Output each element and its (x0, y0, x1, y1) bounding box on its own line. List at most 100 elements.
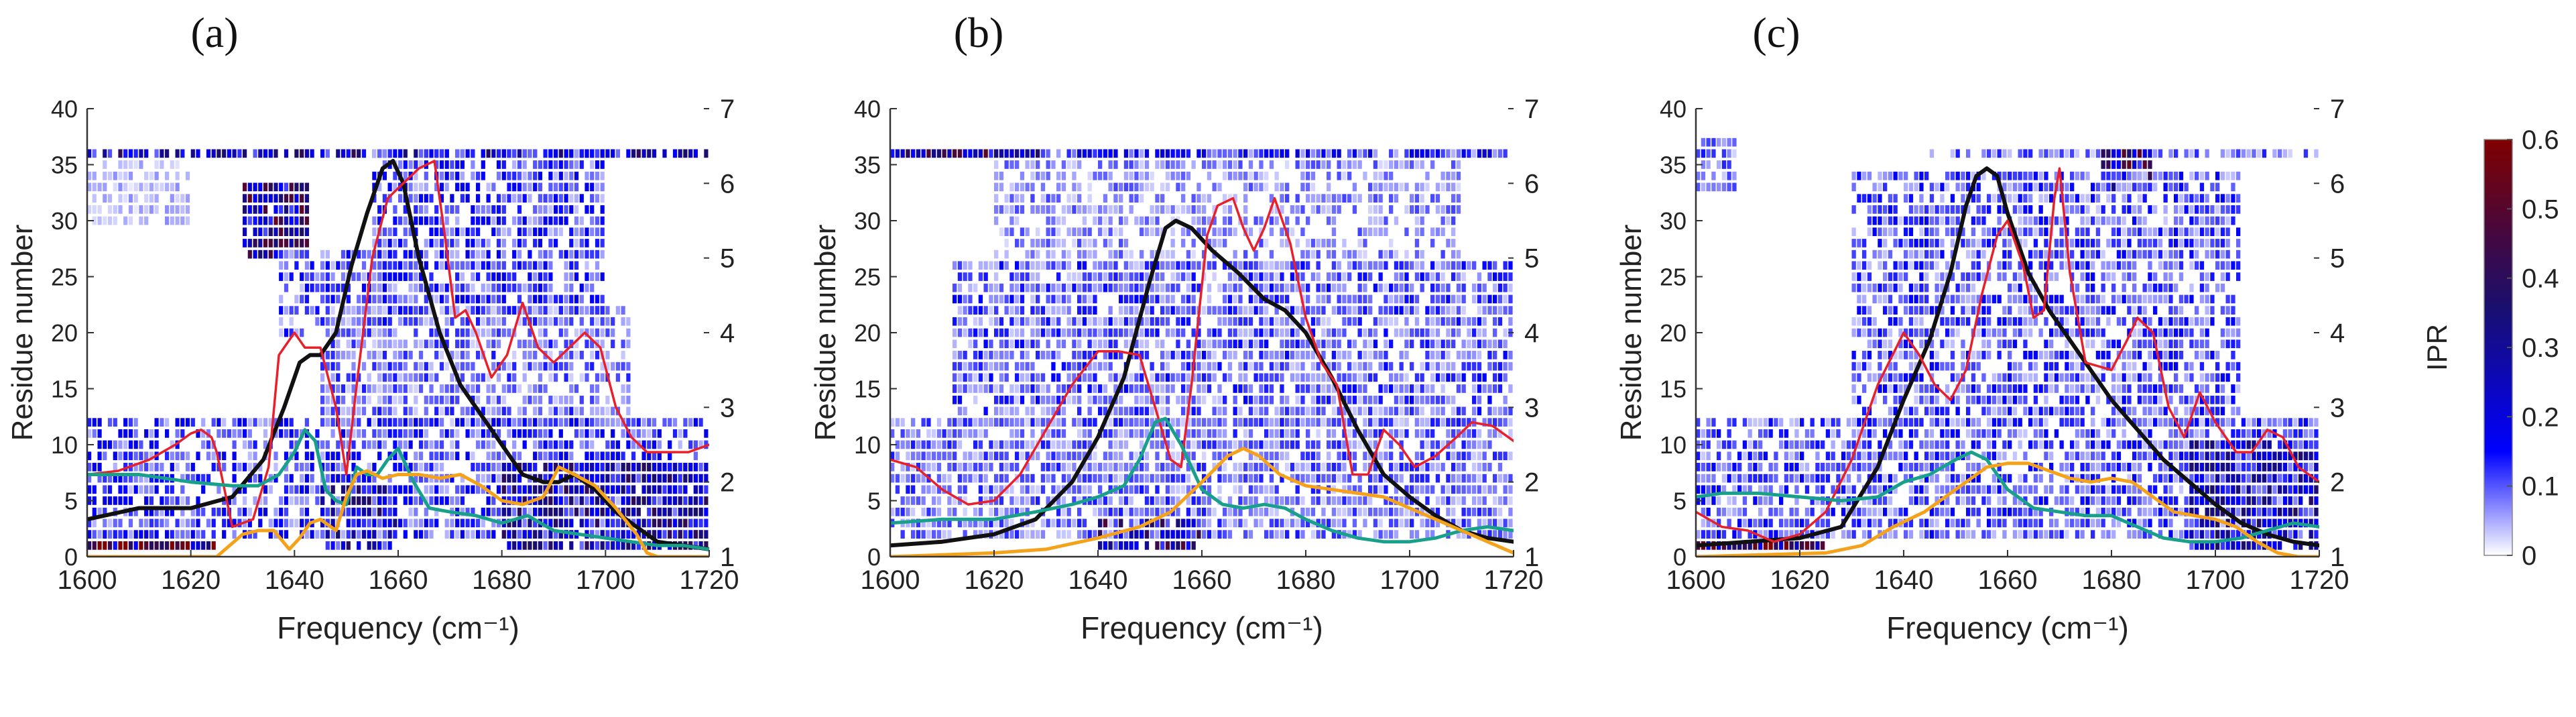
heatmap-cell (1446, 172, 1450, 180)
heatmap-cell (569, 284, 573, 292)
heatmap-cell (414, 306, 418, 315)
heatmap-cell (1202, 396, 1206, 404)
heatmap-cell (419, 317, 423, 326)
heatmap-cell (1379, 183, 1383, 192)
heatmap-cell (393, 519, 397, 528)
heatmap-cell (611, 418, 615, 427)
heatmap-cell (123, 541, 127, 550)
heatmap-cell (564, 441, 568, 449)
heatmap-cell (103, 451, 107, 460)
heatmap-cell (113, 530, 117, 539)
heatmap-cell (1363, 362, 1367, 371)
heatmap-cell (1410, 261, 1414, 270)
y2-tick-label: 4 (720, 319, 735, 348)
heatmap-cell (351, 374, 355, 382)
heatmap-cell (601, 407, 605, 416)
heatmap-cell (1238, 295, 1242, 304)
heatmap-cell (409, 407, 413, 416)
heatmap-cell (294, 217, 298, 225)
heatmap-cell (424, 339, 428, 348)
heatmap-cell (1389, 339, 1393, 348)
heatmap-cell (1046, 205, 1050, 214)
heatmap-cell (922, 418, 926, 427)
heatmap-cell (595, 172, 599, 180)
heatmap-cell (258, 250, 262, 259)
heatmap-cell (1415, 317, 1419, 326)
heatmap-cell (440, 362, 444, 371)
heatmap-cell (1140, 150, 1144, 158)
heatmap-cell (601, 150, 605, 158)
heatmap-cell (326, 541, 330, 550)
heatmap-cell (1254, 374, 1258, 382)
heatmap-cell (440, 486, 444, 494)
heatmap-cell (564, 183, 568, 192)
heatmap-cell (1140, 183, 1144, 192)
heatmap-cell (1300, 396, 1304, 404)
heatmap-cell (642, 496, 646, 505)
heatmap-cell (1119, 250, 1123, 259)
heatmap-cell (1311, 172, 1315, 180)
heatmap-cell (1176, 150, 1180, 158)
heatmap-cell (212, 541, 216, 550)
heatmap-cell (445, 172, 449, 180)
heatmap-cell (699, 519, 703, 528)
heatmap-cell (440, 418, 444, 427)
heatmap-cell (103, 194, 107, 203)
heatmap-cell (388, 508, 392, 516)
heatmap-cell (942, 441, 946, 449)
heatmap-cell (1171, 284, 1175, 292)
heatmap-cell (1197, 150, 1201, 158)
heatmap-cell (409, 317, 413, 326)
heatmap-cell (186, 205, 190, 214)
heatmap-cell (103, 441, 107, 449)
heatmap-cell (1067, 272, 1071, 281)
heatmap-cell (445, 519, 449, 528)
heatmap-cell (1020, 227, 1024, 236)
heatmap-cell (1451, 183, 1455, 192)
heatmap-cell (512, 374, 516, 382)
heatmap-cell (963, 317, 967, 326)
heatmap-cell (1467, 150, 1471, 158)
heatmap-cell (1088, 351, 1092, 360)
heatmap-cell (1415, 183, 1419, 192)
heatmap-cell (605, 508, 609, 516)
heatmap-cell (1083, 261, 1087, 270)
heatmap-cell (1062, 407, 1066, 416)
heatmap-cell (424, 317, 428, 326)
heatmap-cell (393, 205, 397, 214)
heatmap-cell (507, 194, 511, 203)
heatmap-cell (1155, 295, 1159, 304)
heatmap-cell (932, 486, 936, 494)
heatmap-cell (1477, 362, 1481, 371)
heatmap-cell (487, 384, 491, 393)
heatmap-cell (1477, 272, 1481, 281)
heatmap-cell (1009, 227, 1014, 236)
heatmap-cell (502, 261, 506, 270)
heatmap-cell (523, 261, 527, 270)
heatmap-cell (253, 474, 257, 483)
heatmap-cell (1280, 329, 1284, 337)
heatmap-cell (973, 441, 977, 449)
heatmap-cell (1296, 194, 1300, 203)
heatmap-cell (548, 227, 552, 236)
heatmap-cell (129, 160, 133, 169)
heatmap-cell (118, 429, 122, 438)
heatmap-cell (548, 496, 552, 505)
heatmap-cell (1259, 172, 1263, 180)
heatmap-cell (1254, 172, 1258, 180)
heatmap-cell (678, 486, 682, 494)
heatmap-cell (455, 418, 459, 427)
heatmap-cell (538, 374, 542, 382)
heatmap-cell (176, 150, 180, 158)
heatmap-cell (1285, 329, 1289, 337)
heatmap-cell (626, 150, 630, 158)
heatmap-cell (999, 463, 1003, 472)
heatmap-cell (129, 451, 133, 460)
heatmap-cell (1077, 407, 1081, 416)
heatmap-cell (1197, 384, 1201, 393)
heatmap-cell (300, 150, 304, 158)
heatmap-cell (590, 418, 594, 427)
heatmap-cell (564, 418, 568, 427)
heatmap-cell (398, 429, 402, 438)
heatmap-cell (134, 160, 138, 169)
